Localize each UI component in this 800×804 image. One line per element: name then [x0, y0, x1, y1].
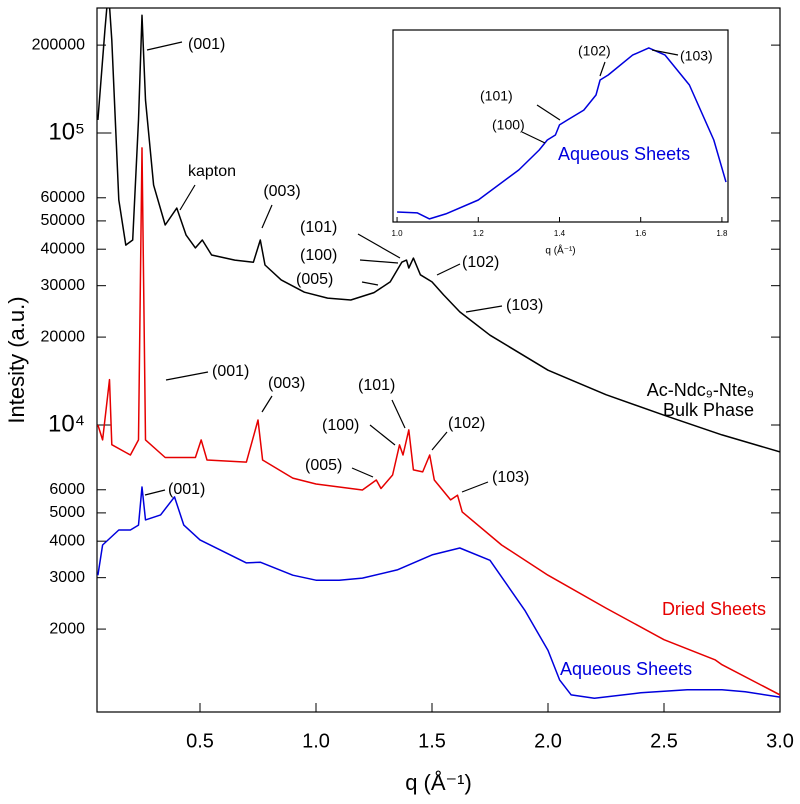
leader-line: [461, 481, 489, 493]
plot-frame: [96, 7, 781, 713]
series-label: Aqueous Sheets: [558, 144, 690, 164]
x-tick-label: 1.0: [302, 730, 330, 752]
y-tick-label: 30000: [41, 277, 86, 294]
x-tick-label: 1.0: [391, 229, 403, 238]
leader-line: [361, 281, 379, 286]
y-tick-label: 10⁴: [48, 410, 85, 437]
y-tick-label: 10⁵: [48, 118, 85, 145]
annotation: (005): [296, 271, 333, 288]
annotation: (005): [305, 457, 342, 474]
leader-line: [465, 305, 503, 313]
series-label: Ac-Ndc₉-Nte₉ Bulk Phase: [646, 380, 754, 420]
y-tick-label: 2000: [49, 620, 85, 637]
leader-line: [391, 399, 406, 429]
leader-line: [651, 49, 679, 56]
leader-line: [357, 233, 401, 259]
leader-line: [599, 61, 606, 77]
leader-line: [351, 467, 374, 478]
leader-line: [369, 424, 396, 446]
annotation: (102): [462, 254, 499, 271]
leader-line: [359, 259, 399, 264]
series-line: [97, 147, 780, 696]
annotation: (102): [578, 43, 611, 59]
x-axis-label: q (Å⁻¹): [545, 243, 575, 256]
leader-line: [179, 184, 196, 211]
y-tick-label: 60000: [41, 189, 86, 206]
series-label: Aqueous Sheets: [560, 659, 692, 679]
annotation: (100): [492, 117, 525, 133]
x-tick-label: 1.2: [473, 229, 485, 238]
x-tick-label: 1.5: [418, 730, 446, 752]
annotation: kapton: [188, 163, 236, 180]
y-tick-label: 40000: [41, 240, 86, 257]
x-tick-label: 3.0: [766, 730, 794, 752]
plot-frame: [392, 29, 729, 223]
leader-line: [436, 263, 461, 276]
annotation: (101): [480, 88, 513, 104]
x-tick-label: 2.0: [534, 730, 562, 752]
plot-lines: [97, 8, 780, 699]
annotation: (101): [300, 219, 337, 236]
leader-line: [144, 489, 166, 496]
series-line: [97, 486, 780, 699]
leader-line: [521, 131, 546, 144]
annotation: (103): [506, 297, 543, 314]
leader-line: [431, 431, 448, 451]
annotation: (103): [680, 48, 713, 64]
annotation: (100): [300, 247, 337, 264]
annotation: (102): [448, 415, 485, 432]
y-tick-label: 4000: [49, 532, 85, 549]
annotation: (103): [492, 469, 529, 486]
y-tick-label: 20000: [41, 328, 86, 345]
x-tick-label: 1.4: [554, 229, 566, 238]
x-tick-label: 1.8: [716, 229, 728, 238]
y-tick-label: 50000: [41, 212, 86, 229]
leader-line: [146, 41, 183, 51]
plot-lines: [397, 47, 727, 220]
leader-line: [536, 104, 561, 121]
y-tick-label: 5000: [49, 504, 85, 521]
series-label: Dried Sheets: [662, 599, 766, 619]
leader-line: [261, 395, 273, 413]
annotation: (001): [188, 36, 225, 53]
annotation: (001): [212, 363, 249, 380]
annotation: (001): [168, 481, 205, 498]
x-tick-label: 0.5: [186, 730, 214, 752]
annotation: (003): [268, 375, 305, 392]
x-tick-label: 2.5: [650, 730, 678, 752]
x-tick-label: 1.6: [635, 229, 647, 238]
y-axis-label: Intesity (a.u.): [4, 296, 29, 423]
x-axis-label: q (Å⁻¹): [405, 770, 472, 795]
series-line: [97, 8, 780, 453]
annotation: (100): [322, 417, 359, 434]
leader-line: [165, 371, 209, 381]
annotation: (003): [263, 183, 300, 200]
y-tick-label: 6000: [49, 481, 85, 498]
annotation: (101): [358, 377, 395, 394]
y-tick-label: 200000: [32, 36, 85, 53]
y-tick-label: 3000: [49, 569, 85, 586]
series-line: [397, 47, 727, 220]
leader-line: [261, 204, 273, 229]
